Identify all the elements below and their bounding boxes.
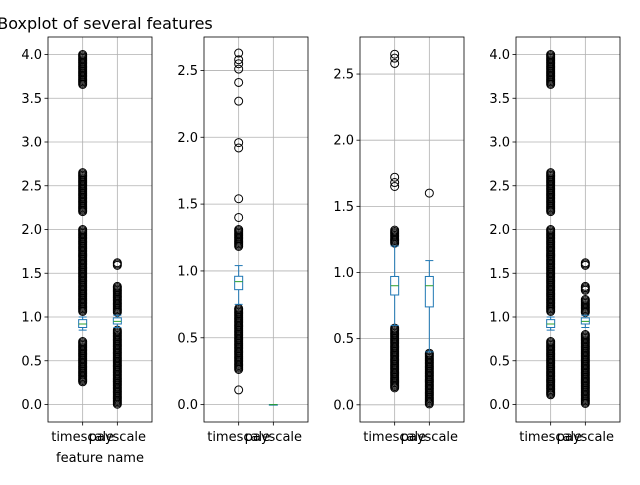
ytick-label: 2.5: [333, 68, 354, 83]
xtick-label: payscale: [89, 430, 146, 445]
ytick-label: 0.0: [489, 398, 510, 413]
outlier-point: [234, 212, 244, 222]
outlier-point: [78, 377, 88, 387]
ytick-label: 3.5: [21, 92, 42, 107]
box-iqr: [234, 275, 244, 291]
outlier-point: [78, 79, 88, 89]
outlier-point: [424, 399, 434, 409]
outlier-point: [390, 49, 400, 59]
ytick-label: 1.5: [489, 267, 510, 282]
ytick-label: 2.5: [489, 179, 510, 194]
outlier-point: [234, 96, 244, 106]
outlier-point: [424, 188, 434, 198]
ytick-label: 0.5: [21, 354, 42, 369]
ytick-label: 2.0: [177, 131, 198, 146]
outlier-point: [234, 194, 244, 204]
outlier-point: [234, 364, 244, 374]
axes-frame: [515, 36, 621, 423]
ytick-label: 3.5: [489, 92, 510, 107]
xtick-label: timescale: [363, 430, 426, 445]
xtick-label: payscale: [245, 430, 302, 445]
outlier-point: [546, 79, 556, 89]
box-payscale: [268, 404, 278, 406]
outlier-point: [546, 306, 556, 316]
outlier-point: [234, 64, 244, 74]
box-timescale: [234, 48, 244, 395]
xtick-label: timescale: [51, 430, 114, 445]
box-iqr: [424, 275, 434, 308]
outlier-point: [390, 383, 400, 393]
ytick-label: 0.5: [333, 332, 354, 347]
ytick-label: 1.0: [21, 311, 42, 326]
outlier-point: [390, 172, 400, 182]
outlier-point: [390, 178, 400, 188]
outlier-point: [546, 390, 556, 400]
outlier-point: [112, 399, 122, 409]
outlier-point: [546, 207, 556, 217]
axes-frame: [359, 36, 465, 423]
outlier-point: [78, 207, 88, 217]
ytick-label: 1.0: [177, 264, 198, 279]
xtick-label: payscale: [401, 430, 458, 445]
outlier-point: [580, 398, 590, 408]
box-timescale: [546, 50, 556, 400]
axes-frame: [203, 36, 309, 423]
panel-1: 0.0 0.5 1.0 1.5 2.0 2.5 3.0 3.5 4.0 timescalepays…: [21, 36, 153, 466]
ytick-label: 2.0: [21, 223, 42, 238]
outlier-point: [234, 59, 244, 69]
ytick-label: 3.0: [21, 136, 42, 151]
outlier-point: [390, 53, 400, 63]
outlier-point: [234, 77, 244, 87]
outlier-point: [580, 260, 590, 270]
ytick-label: 0.5: [489, 354, 510, 369]
xaxis-label: feature name: [56, 451, 144, 466]
box-payscale: [580, 258, 590, 408]
ytick-label: 0.0: [21, 398, 42, 413]
box-timescale: [78, 50, 88, 387]
outlier-point: [234, 55, 244, 65]
panels: 0.00.51.01.52.02.53.03.54.0timescalepays…: [21, 36, 621, 466]
ytick-label: 4.0: [489, 48, 510, 63]
xtick-label: timescale: [207, 430, 270, 445]
ytick-label: 2.0: [489, 223, 510, 238]
outlier-point: [390, 182, 400, 192]
outlier-point: [234, 385, 244, 395]
ytick-label: 2.0: [333, 134, 354, 149]
ytick-label: 1.5: [177, 198, 198, 213]
ytick-label: 1.5: [333, 200, 354, 215]
box-payscale: [424, 188, 434, 409]
ytick-label: 1.0: [489, 311, 510, 326]
outlier-point: [390, 58, 400, 68]
ytick-label: 1.0: [333, 266, 354, 281]
outlier-point: [234, 48, 244, 58]
axes-frame: [47, 36, 153, 423]
outlier-point: [580, 285, 590, 295]
outlier-point: [78, 306, 88, 316]
figure-title: Boxplot of several features: [0, 14, 213, 33]
ytick-label: 0.0: [177, 398, 198, 413]
ytick-label: 1.5: [21, 267, 42, 282]
xtick-label: payscale: [557, 430, 614, 445]
ytick-label: 2.5: [21, 179, 42, 194]
outlier-point: [112, 260, 122, 270]
ytick-label: 0.5: [177, 331, 198, 346]
panel-4: 0.0 0.5 1.0 1.5 2.0 2.5 3.0 3.5 4.0 timescalepays…: [489, 36, 621, 445]
ytick-label: 0.0: [333, 398, 354, 413]
ytick-label: 4.0: [21, 48, 42, 63]
outlier-point: [234, 143, 244, 153]
box-payscale: [112, 258, 122, 409]
xtick-label: timescale: [519, 430, 582, 445]
outlier-point: [234, 138, 244, 148]
box-timescale: [390, 49, 400, 393]
ytick-label: 3.0: [489, 136, 510, 151]
ytick-label: 2.5: [177, 64, 198, 79]
outlier-point: [234, 241, 244, 251]
